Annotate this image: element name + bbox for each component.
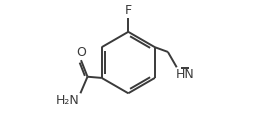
Text: HN: HN [176, 68, 195, 81]
Text: O: O [76, 46, 86, 59]
Text: H₂N: H₂N [56, 94, 80, 107]
Text: F: F [125, 4, 132, 17]
